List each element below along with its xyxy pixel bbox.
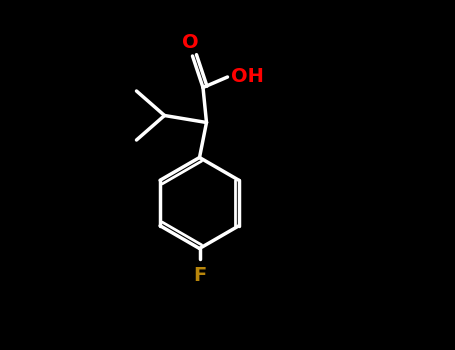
Text: OH: OH (231, 68, 264, 86)
Text: F: F (193, 266, 206, 285)
Text: O: O (182, 34, 199, 52)
